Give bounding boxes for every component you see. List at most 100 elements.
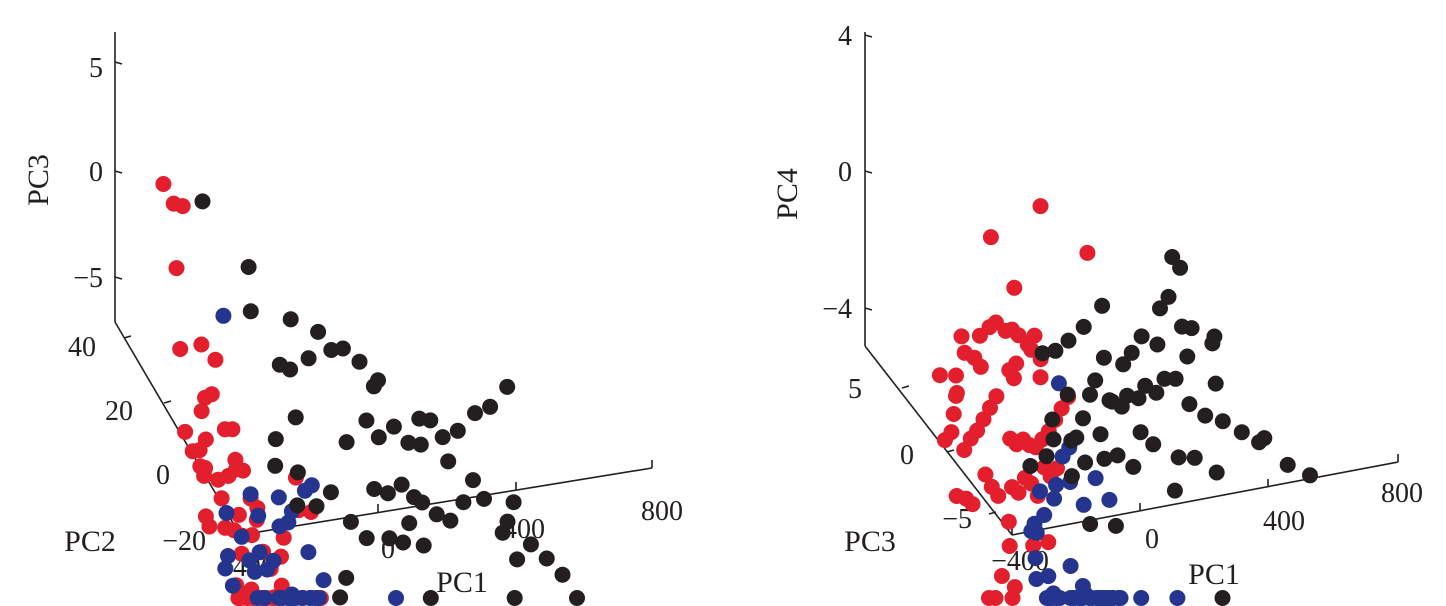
scatter-point (948, 387, 964, 404)
left-panel-y-tick-mark (123, 335, 132, 339)
scatter-point (1152, 300, 1168, 317)
scatter-point (197, 460, 214, 476)
left-panel-z-tick-mark (114, 61, 123, 65)
scatter-point (1063, 468, 1080, 485)
left-panel-y-tick-label: 0 (156, 460, 170, 491)
scatter-point (267, 457, 284, 474)
scatter-point (1169, 590, 1186, 606)
scatter-point (1279, 456, 1296, 473)
scatter-point (1302, 467, 1318, 484)
scatter-point (220, 548, 236, 564)
scatter-point (1090, 590, 1107, 606)
scatter-point (1109, 447, 1126, 464)
scatter-point (465, 472, 481, 489)
scatter-point (1027, 550, 1044, 567)
scatter-point (499, 378, 516, 395)
scatter-point (1233, 424, 1250, 441)
scatter-point (287, 409, 304, 426)
scatter-point (271, 518, 288, 535)
left-panel-z-tick-mark (114, 170, 123, 174)
scatter-point (1181, 396, 1198, 413)
scatter-point (1075, 318, 1092, 335)
scatter-point (1132, 424, 1149, 441)
scatter-point (982, 229, 999, 246)
right-panel-y-axis-label: PC3 (844, 525, 896, 558)
scatter-point (1006, 279, 1023, 296)
scatter-point (505, 494, 522, 511)
scatter-point (242, 303, 259, 320)
left-panel-x-tick-label: 800 (641, 496, 683, 527)
scatter-point (931, 367, 948, 384)
scatter-point (308, 498, 325, 515)
right-panel-z-axis-label: PC4 (771, 168, 804, 220)
scatter-point (395, 534, 412, 551)
scatter-point (1075, 496, 1092, 513)
right-panel-x-axis-label: PC1 (1188, 558, 1240, 591)
scatter-point (401, 515, 418, 532)
left-panel-x-axis-label: PC1 (436, 566, 488, 599)
scatter-point (988, 388, 1005, 405)
scatter-point (1045, 431, 1062, 448)
scatter-point (1179, 348, 1196, 365)
right-panel-z-tick-mark (864, 170, 873, 174)
scatter-point (1049, 460, 1065, 477)
scatter-point (1148, 384, 1165, 401)
left-panel-y-tick-label: −20 (162, 526, 206, 557)
scatter-point (1000, 513, 1017, 530)
scatter-point (213, 490, 230, 507)
left-panel-z-tick-label: 5 (89, 53, 103, 84)
scatter-point (440, 453, 457, 470)
scatter-point (1149, 336, 1166, 353)
scatter-point (1046, 490, 1063, 507)
scatter-point (1075, 410, 1091, 427)
scatter-point (987, 590, 1004, 606)
scatter-point (428, 506, 445, 523)
left-3d-scatter-panel: 5 0 −5 40 20 0 −20 −400 0 400 800 PC3 PC… (22, 32, 683, 606)
scatter-point (1125, 458, 1142, 475)
scatter-point (393, 476, 410, 493)
left-panel-y-tick-label: 20 (105, 396, 133, 427)
scatter-point (411, 410, 428, 427)
scatter-point (1040, 534, 1057, 551)
scatter-point (1082, 386, 1098, 403)
right-panel-z-tick-label: 4 (838, 21, 852, 52)
right-panel-x-tick-label: 400 (1263, 506, 1305, 537)
scatter-point (322, 484, 339, 501)
scatter-point (338, 569, 355, 586)
scatter-point (230, 506, 247, 523)
scatter-point (1023, 523, 1040, 540)
scatter-point (1001, 538, 1018, 554)
scatter-point (1079, 244, 1096, 261)
scatter-point (172, 341, 189, 357)
scatter-point (422, 590, 439, 606)
left-panel-points (155, 176, 585, 606)
scatter-point (1022, 458, 1039, 474)
scatter-point (1208, 464, 1225, 481)
scatter-point (1160, 288, 1177, 305)
scatter-point (1032, 369, 1049, 386)
scatter-point (224, 577, 241, 594)
scatter-point (385, 418, 402, 435)
scatter-point (280, 590, 297, 606)
scatter-point (168, 260, 185, 277)
right-panel-x-tick-label: 0 (1145, 524, 1159, 555)
scatter-point (242, 486, 259, 503)
scatter-point (449, 422, 466, 439)
scatter-point (1087, 470, 1104, 487)
left-panel-horizontal-axis (239, 467, 653, 536)
scatter-point (1256, 430, 1273, 447)
scatter-point (203, 386, 220, 403)
scatter-point (1094, 297, 1111, 314)
scatter-point (1059, 386, 1076, 403)
scatter-point (1130, 390, 1147, 407)
scatter-point (1074, 578, 1091, 594)
scatter-point (412, 436, 429, 453)
scatter-point (476, 490, 492, 507)
scatter-point (1123, 344, 1140, 361)
scatter-point (506, 590, 523, 606)
scatter-point (342, 513, 359, 530)
scatter-point (977, 466, 994, 483)
scatter-point (1066, 590, 1082, 606)
scatter-point (1005, 370, 1022, 387)
scatter-point (1172, 259, 1189, 276)
